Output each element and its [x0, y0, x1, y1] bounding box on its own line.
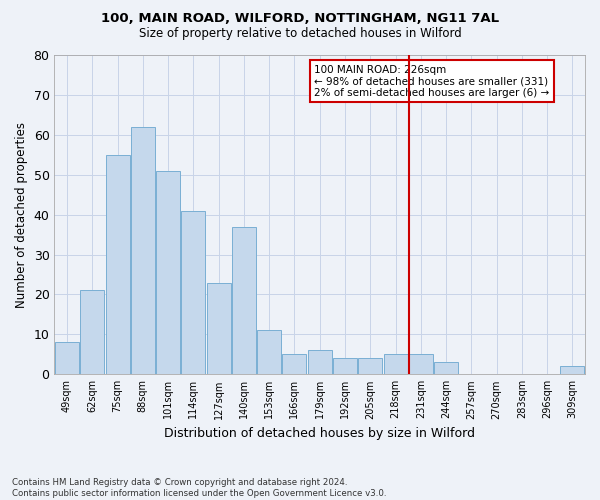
Bar [283, 354, 307, 374]
Bar [181, 210, 205, 374]
Bar [55, 342, 79, 374]
Y-axis label: Number of detached properties: Number of detached properties [15, 122, 28, 308]
Bar [308, 350, 332, 374]
Bar [333, 358, 357, 374]
X-axis label: Distribution of detached houses by size in Wilford: Distribution of detached houses by size … [164, 427, 475, 440]
Text: 100 MAIN ROAD: 226sqm
← 98% of detached houses are smaller (331)
2% of semi-deta: 100 MAIN ROAD: 226sqm ← 98% of detached … [314, 64, 550, 98]
Bar [131, 127, 155, 374]
Bar [156, 170, 180, 374]
Bar [560, 366, 584, 374]
Bar [232, 226, 256, 374]
Bar [409, 354, 433, 374]
Bar [80, 290, 104, 374]
Text: 100, MAIN ROAD, WILFORD, NOTTINGHAM, NG11 7AL: 100, MAIN ROAD, WILFORD, NOTTINGHAM, NG1… [101, 12, 499, 26]
Bar [206, 282, 230, 374]
Text: Size of property relative to detached houses in Wilford: Size of property relative to detached ho… [139, 28, 461, 40]
Bar [257, 330, 281, 374]
Bar [358, 358, 382, 374]
Bar [383, 354, 407, 374]
Text: Contains HM Land Registry data © Crown copyright and database right 2024.
Contai: Contains HM Land Registry data © Crown c… [12, 478, 386, 498]
Bar [434, 362, 458, 374]
Bar [106, 155, 130, 374]
